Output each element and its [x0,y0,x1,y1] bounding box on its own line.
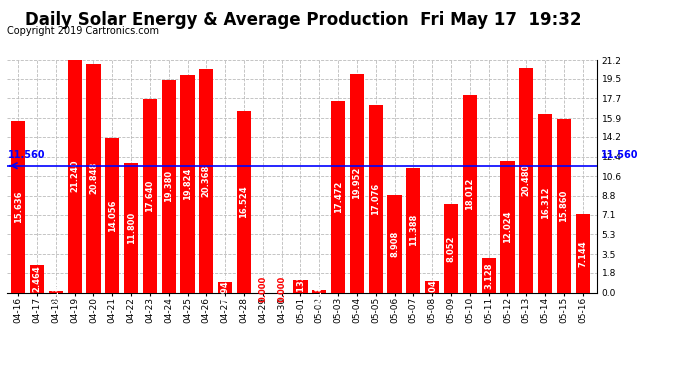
Text: 19.824: 19.824 [183,168,192,200]
Text: 16.524: 16.524 [239,186,248,218]
Text: 15.860: 15.860 [560,189,569,222]
Text: 21.240: 21.240 [70,160,79,192]
Bar [444,204,458,292]
Text: 16.312: 16.312 [540,187,550,219]
Text: 0.188: 0.188 [315,278,324,304]
Text: 20.848: 20.848 [89,162,98,194]
Bar [199,69,213,292]
Bar [30,266,44,292]
Bar [520,68,533,292]
Text: 0.000: 0.000 [258,276,267,302]
Text: 12.024: 12.024 [503,210,512,243]
Bar [312,291,326,292]
Bar [124,163,138,292]
Bar [86,64,101,292]
Text: 19.380: 19.380 [164,170,173,202]
Text: Copyright 2019 Cartronics.com: Copyright 2019 Cartronics.com [7,26,159,36]
Bar [161,80,176,292]
Bar [293,280,308,292]
Text: 20.480: 20.480 [522,164,531,196]
Text: 17.472: 17.472 [333,180,343,213]
Text: Daily Solar Energy & Average Production  Fri May 17  19:32: Daily Solar Energy & Average Production … [26,11,582,29]
Text: 11.388: 11.388 [409,214,418,246]
Bar [143,99,157,292]
Text: Average  (kWh): Average (kWh) [408,25,486,34]
Text: 20.368: 20.368 [202,165,211,197]
Bar [181,75,195,292]
Bar [11,121,26,292]
Bar [237,111,251,292]
Bar [425,281,440,292]
Bar [406,168,420,292]
Bar [500,160,515,292]
Bar [105,138,119,292]
Bar [218,282,233,292]
Bar [575,214,590,292]
Text: Daily  (kWh): Daily (kWh) [514,25,577,34]
Text: 8.908: 8.908 [390,231,399,257]
Bar [557,118,571,292]
Text: 1.132: 1.132 [296,273,305,300]
Bar [331,101,345,292]
Bar [68,60,81,292]
Text: 0.180: 0.180 [51,278,60,305]
Text: 7.144: 7.144 [578,240,587,267]
Bar [350,74,364,292]
Text: 17.076: 17.076 [371,183,380,215]
Bar [388,195,402,292]
Text: 11.560: 11.560 [8,150,46,160]
Text: 0.000: 0.000 [277,276,286,302]
Text: 19.952: 19.952 [353,167,362,199]
Text: 3.128: 3.128 [484,262,493,289]
Bar [463,95,477,292]
Text: 18.012: 18.012 [465,177,474,210]
Bar [482,258,495,292]
Text: 15.636: 15.636 [14,190,23,223]
Text: 0.940: 0.940 [221,274,230,300]
Text: 11.800: 11.800 [126,211,136,244]
Text: 11.560: 11.560 [600,150,638,160]
Text: 8.052: 8.052 [446,235,455,262]
Bar [368,105,383,292]
Text: 14.056: 14.056 [108,199,117,232]
Bar [538,114,552,292]
Text: 2.464: 2.464 [32,266,41,292]
Bar [49,291,63,292]
Text: 1.044: 1.044 [428,273,437,300]
Text: 17.640: 17.640 [146,180,155,212]
